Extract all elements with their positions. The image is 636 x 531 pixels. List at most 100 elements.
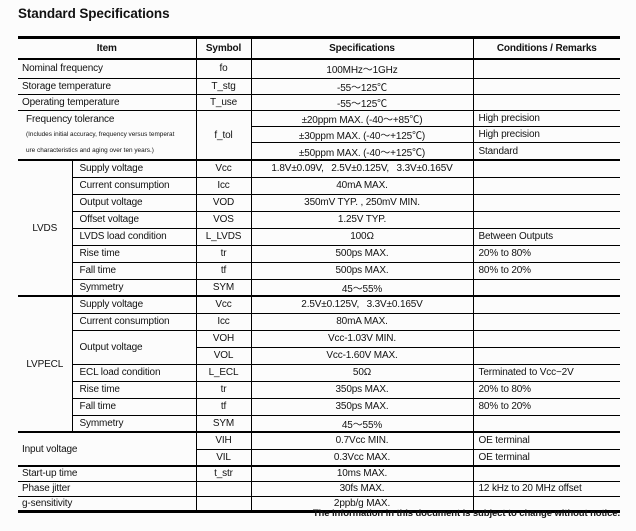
cell-symbol: L_LVDS [195, 227, 252, 246]
cell-spec: 45〜55% [250, 278, 474, 297]
cell-item: Operating temperature [18, 94, 197, 111]
cell-item: Fall time [71, 261, 197, 280]
cell-cond-empty [472, 346, 620, 365]
table-row: g-sensitivity 2ppb/g MAX. [18, 495, 620, 513]
cell-item: Fall time [71, 397, 197, 416]
cell-cond-empty [472, 94, 620, 111]
cell-item: Rise time [71, 244, 197, 263]
cell-item: Supply voltage [71, 295, 197, 314]
cell-cond: Terminated to Vcc−2V [472, 363, 620, 382]
cell-symbol: tr [195, 244, 252, 263]
cell-spec: Vcc-1.03V MIN. [250, 329, 474, 348]
cell-cond-empty [472, 495, 620, 513]
cell-cond-empty [472, 78, 620, 95]
table-row: Phase jitter 30fs MAX. 12 kHz to 20 MHz … [18, 480, 620, 497]
table-row: Operating temperature T_use -55〜125℃ [18, 94, 620, 111]
table-row: Current consumption Icc 40mA MAX. [18, 176, 620, 195]
cell-item: Phase jitter [18, 480, 197, 497]
cell-symbol: f_tol [195, 110, 252, 161]
cell-cond-empty [472, 414, 620, 433]
cell-cond-empty [472, 295, 620, 314]
cell-cond-empty [472, 278, 620, 297]
cell-cond: 20% to 80% [472, 380, 620, 399]
cell-symbol: VIH [195, 431, 252, 450]
frequency-tolerance-label: Frequency tolerance [26, 114, 115, 125]
cell-symbol: Vcc [195, 159, 252, 178]
cell-item: Start-up time [18, 465, 197, 482]
cell-spec: ±50ppm MAX. (-40〜+125℃) [250, 142, 474, 161]
col-header-item: Item [18, 36, 197, 60]
table-row: LVDS Supply voltage Vcc 1.8V±0.09V, 2.5V… [18, 159, 620, 297]
cell-spec: 100MHz〜1GHz [250, 58, 474, 79]
group-label-lvds: LVDS [18, 159, 73, 297]
cell-cond-empty [472, 465, 620, 482]
cell-cond-empty [472, 329, 620, 348]
cell-cond: 12 kHz to 20 MHz offset [472, 480, 620, 497]
cell-item: Offset voltage [71, 210, 197, 229]
cell-symbol: T_stg [195, 78, 252, 95]
cell-spec: 2.5V±0.125V, 3.3V±0.165V [250, 295, 474, 314]
cell-item: Symmetry [71, 278, 197, 297]
table-row: Offset voltage VOS 1.25V TYP. [18, 210, 620, 229]
cell-cond: High precision [472, 126, 620, 144]
cell-symbol-empty [195, 480, 252, 497]
table-row: Frequency tolerance (Includes initial ac… [18, 109, 620, 161]
cell-item-output-voltage: Output voltage [71, 329, 197, 365]
cell-cond: High precision [472, 109, 620, 128]
table-row: Nominal frequency fo 100MHz〜1GHz [18, 58, 620, 79]
table-row: ECL load condition L_ECL 50Ω Terminated … [18, 363, 620, 382]
cell-symbol: T_use [195, 94, 252, 111]
cell-spec: 1.8V±0.09V, 2.5V±0.125V, 3.3V±0.165V [250, 159, 474, 178]
col-header-symbol: Symbol [195, 36, 252, 60]
cell-cond-empty [472, 193, 620, 212]
cell-symbol: VIL [195, 448, 252, 467]
cell-item: Current consumption [71, 176, 197, 195]
cell-symbol: VOH [195, 329, 252, 348]
col-header-specifications: Specifications [250, 36, 474, 60]
group-label-lvpecl: LVPECL [18, 295, 73, 433]
cell-symbol: Icc [195, 176, 252, 195]
cell-symbol: Vcc [195, 295, 252, 314]
table-row: Symmetry SYM 45〜55% [18, 278, 620, 297]
cell-spec: -55〜125℃ [250, 94, 474, 111]
cell-cond: OE terminal [472, 448, 620, 467]
cell-item: Output voltage [71, 193, 197, 212]
table-row: LVPECL Supply voltage Vcc 2.5V±0.125V, 3… [18, 295, 620, 433]
cell-cond-empty [472, 176, 620, 195]
cell-item: Rise time [71, 380, 197, 399]
table-row: Current consumption Icc 80mA MAX. [18, 312, 620, 331]
cell-item: Storage temperature [18, 78, 197, 95]
cell-spec: Vcc-1.60V MAX. [250, 346, 474, 365]
footer-disclaimer: The information in this document is subj… [312, 508, 620, 519]
cell-spec: 50Ω [250, 363, 474, 382]
cell-spec: 500ps MAX. [250, 261, 474, 280]
table-row: Rise time tr 350ps MAX. 20% to 80% [18, 380, 620, 399]
cell-symbol: tf [195, 261, 252, 280]
cell-spec: 350mV TYP. , 250mV MIN. [250, 193, 474, 212]
header-row: Item Symbol Specifications Conditions / … [18, 36, 620, 60]
specifications-table: Item Symbol Specifications Conditions / … [18, 36, 620, 513]
cell-symbol: VOD [195, 193, 252, 212]
cell-spec: 80mA MAX. [250, 312, 474, 331]
cell-item: LVDS load condition [71, 227, 197, 246]
table-row: Rise time tr 500ps MAX. 20% to 80% [18, 244, 620, 263]
cell-symbol: Icc [195, 312, 252, 331]
cell-cond: 80% to 20% [472, 261, 620, 280]
cell-cond-empty [472, 58, 620, 79]
cell-spec: 2ppb/g MAX. [250, 495, 474, 513]
cell-symbol: t_str [195, 465, 252, 482]
cell-spec: 0.3Vcc MAX. [250, 448, 474, 467]
cell-symbol-empty [195, 495, 252, 513]
table-row: Start-up time t_str 10ms MAX. [18, 465, 620, 482]
frequency-tolerance-note-line1: (Includes initial accuracy, frequency ve… [26, 131, 175, 138]
cell-item-frequency-tolerance: Frequency tolerance (Includes initial ac… [18, 110, 197, 161]
table-row: Output voltage VOH Vcc-1.03V MIN. [18, 329, 620, 365]
cell-spec: 45〜55% [250, 414, 474, 433]
cell-cond-empty [472, 210, 620, 229]
table-row: Input voltage VIH 0.7Vcc MIN. OE termina… [18, 431, 620, 467]
cell-spec: 350ps MAX. [250, 380, 474, 399]
cell-spec: 10ms MAX. [250, 465, 474, 482]
cell-item: ECL load condition [71, 363, 197, 382]
cell-cond-empty [472, 159, 620, 178]
cell-symbol: VOS [195, 210, 252, 229]
